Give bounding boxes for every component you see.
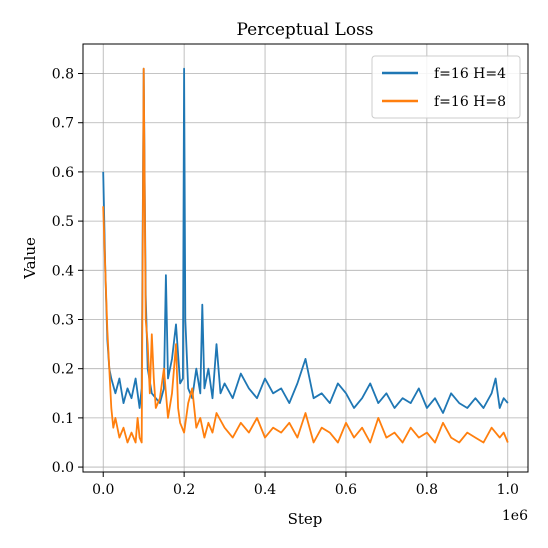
y-tick-label: 0.3 — [52, 312, 74, 328]
x-tick-label: 0.4 — [254, 482, 276, 498]
x-tick-label: 1.0 — [497, 482, 519, 498]
y-axis-ticks: 0.0 0.1 0.2 0.3 0.4 0.5 0.6 0.7 0.8 — [52, 67, 83, 476]
y-tick-label: 0.4 — [52, 263, 74, 279]
x-tick-label: 0.0 — [92, 482, 114, 498]
series-line-2 — [102, 67, 509, 444]
legend-label-1: f=16 H=4 — [434, 66, 506, 82]
x-axis-label: Step — [288, 510, 323, 528]
legend-label-2: f=16 H=8 — [434, 94, 506, 110]
y-tick-label: 0.0 — [52, 460, 74, 476]
series-layer — [102, 67, 509, 444]
y-axis-label: Value — [21, 237, 39, 280]
x-axis-ticks: 0.0 0.2 0.4 0.6 0.8 1.0 — [92, 472, 519, 498]
y-tick-label: 0.5 — [52, 214, 74, 230]
x-tick-label: 0.8 — [416, 482, 438, 498]
y-tick-label: 0.1 — [52, 411, 74, 427]
x-tick-label: 0.2 — [173, 482, 195, 498]
y-tick-label: 0.7 — [52, 116, 74, 132]
y-tick-label: 0.6 — [52, 165, 74, 181]
series-line-1 — [102, 67, 509, 414]
x-tick-label: 0.6 — [335, 482, 357, 498]
y-tick-label: 0.8 — [52, 67, 74, 83]
chart-title: Perceptual Loss — [236, 20, 373, 40]
legend-box — [371, 55, 521, 119]
legend: f=16 H=4 f=16 H=8 — [371, 55, 521, 119]
plot-frame — [82, 43, 529, 473]
y-tick-label: 0.2 — [52, 362, 74, 378]
x-axis-offset-label: 1e6 — [502, 508, 528, 524]
